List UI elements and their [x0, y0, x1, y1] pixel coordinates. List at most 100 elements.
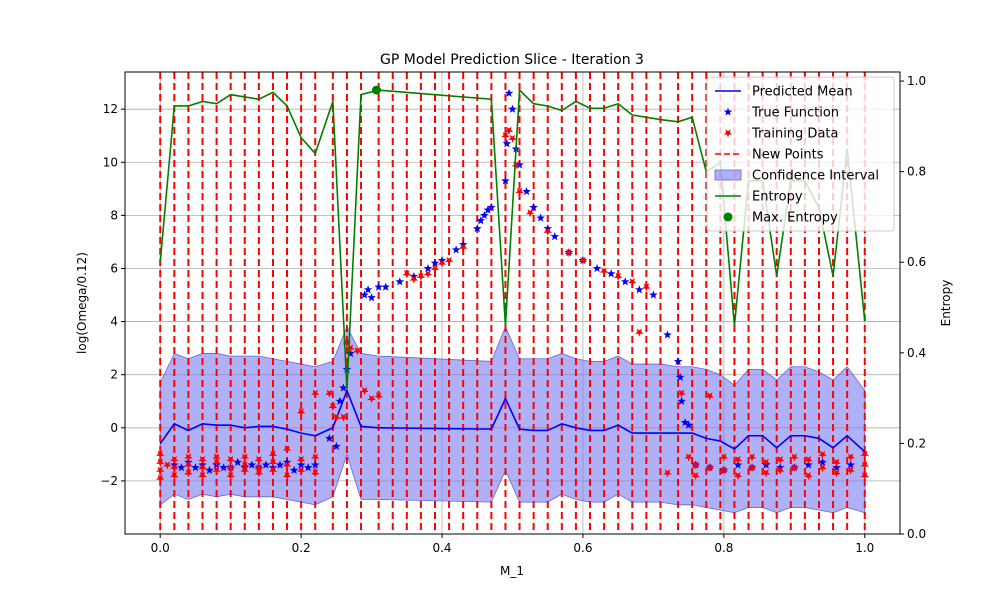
- true-function-point: [177, 463, 186, 472]
- legend-box: [706, 76, 895, 232]
- true-function-point: [430, 258, 440, 267]
- true-function-point: [374, 282, 383, 291]
- true-function-point: [832, 463, 841, 472]
- true-function-point: [423, 263, 433, 273]
- training-data-point: [613, 272, 623, 281]
- training-data-point: [212, 466, 221, 475]
- training-data-point: [155, 450, 165, 459]
- true-function-point: [335, 396, 345, 405]
- true-function-point: [649, 290, 658, 299]
- axes-layer: 0.0 0.2 0.4 0.6 0.8 1.0 −2 0 2 4 6 8 10 12 0.0 0.2 0.4 0.…: [100, 74, 926, 555]
- training-data-point: [374, 392, 383, 401]
- training-data-point: [501, 132, 510, 141]
- y-tick-label: 0: [110, 421, 118, 435]
- training-data-point: [155, 466, 165, 475]
- true-function-point: [205, 465, 214, 474]
- y-tick-label: 12: [103, 102, 118, 116]
- training-data-point: [458, 243, 468, 252]
- training-data-point: [705, 392, 715, 401]
- training-data-point: [240, 461, 250, 470]
- legend-handle-true-function: [723, 107, 733, 116]
- true-function-point: [818, 457, 827, 466]
- training-data-point: [342, 339, 352, 348]
- training-data-point: [642, 283, 651, 292]
- true-function-point: [198, 460, 207, 469]
- training-data-point: [184, 461, 193, 470]
- true-function-point: [476, 216, 486, 225]
- training-data-point: [332, 413, 341, 422]
- true-function-point: [363, 285, 373, 294]
- y-axis-label: log(Omega/0.12): [75, 252, 89, 354]
- training-data-point: [860, 461, 870, 470]
- training-data-point: [437, 259, 447, 268]
- training-data-point: [733, 471, 743, 481]
- training-data-point: [691, 461, 700, 470]
- training-data-point: [543, 227, 553, 236]
- training-data-point: [240, 466, 250, 475]
- training-data-point: [353, 347, 362, 356]
- training-data-point: [226, 463, 235, 473]
- true-function-point: [342, 364, 352, 374]
- y-tick-label: 8: [110, 208, 118, 222]
- x-tick-label: 0.8: [714, 541, 733, 555]
- true-function-point: [550, 232, 560, 241]
- training-data-point: [155, 474, 165, 483]
- true-function-point: [804, 460, 813, 469]
- training-data-point: [775, 466, 785, 475]
- training-data-point: [804, 456, 813, 465]
- training-data-point: [860, 471, 870, 481]
- true-function-point: [529, 202, 538, 212]
- true-function-point: [282, 457, 292, 466]
- true-function-point: [663, 330, 672, 339]
- true-function-point: [275, 460, 285, 469]
- true-function-point: [775, 463, 785, 472]
- true-function-point: [395, 277, 405, 286]
- x-tick-label: 0.4: [432, 541, 451, 555]
- training-data-point: [162, 461, 172, 470]
- true-function-point: [409, 271, 419, 281]
- training-data-point: [310, 453, 320, 462]
- training-data-point: [367, 394, 376, 404]
- true-function-point: [483, 205, 493, 214]
- true-function-point: [360, 290, 369, 299]
- true-function-point: [296, 460, 306, 469]
- training-data-point: [832, 458, 841, 467]
- training-data-point: [184, 453, 193, 462]
- true-function-point: [501, 176, 510, 185]
- training-data-point: [416, 272, 426, 281]
- training-data-point: [761, 458, 771, 467]
- legend-label: New Points: [752, 148, 824, 163]
- true-function-point: [515, 160, 524, 169]
- predicted-mean-layer: [159, 388, 866, 453]
- training-data-point: [170, 463, 179, 473]
- legend-label: Entropy: [752, 190, 803, 205]
- true-function-point: [303, 463, 313, 472]
- training-data-point: [627, 278, 637, 287]
- true-function-point: [458, 240, 468, 249]
- true-function-point: [522, 186, 531, 196]
- training-data-point: [268, 458, 278, 467]
- true-function-point: [219, 463, 228, 472]
- training-data-point: [254, 463, 264, 473]
- training-data-point: [804, 471, 813, 481]
- training-data-point: [296, 408, 306, 417]
- training-data-point: [515, 187, 524, 196]
- y-tick-label: 4: [110, 315, 118, 329]
- training-data-point: [444, 256, 454, 266]
- training-data-point: [677, 389, 686, 398]
- true-function-point: [233, 457, 243, 466]
- training-data-point: [747, 463, 757, 473]
- x-axis-label: M_1: [500, 564, 524, 578]
- training-data-point: [339, 413, 348, 422]
- true-function-point: [310, 460, 320, 469]
- true-function-point: [247, 460, 257, 469]
- legend-label: Training Data: [751, 127, 838, 142]
- true-function-point: [437, 256, 447, 265]
- training-data-point: [268, 450, 278, 459]
- training-data-point: [212, 458, 221, 467]
- training-data-point: [684, 453, 693, 462]
- y-tick-label: −2: [100, 474, 118, 488]
- training-data-point: [663, 469, 672, 478]
- max-entropy-point: [372, 85, 382, 95]
